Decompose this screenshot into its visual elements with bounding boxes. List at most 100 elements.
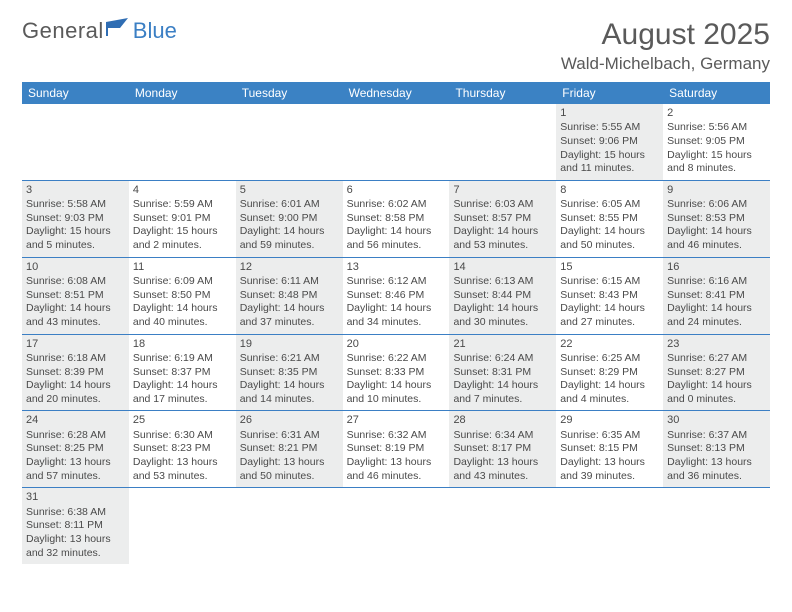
daylight2-text: and 53 minutes. [453,239,552,253]
daylight1-text: Daylight: 14 hours [667,302,766,316]
calendar-week: 31Sunrise: 6:38 AMSunset: 8:11 PMDayligh… [22,488,770,564]
daylight2-text: and 53 minutes. [133,470,232,484]
sunset-text: Sunset: 9:05 PM [667,135,766,149]
logo-text-2: Blue [133,18,177,44]
sunrise-text: Sunrise: 6:16 AM [667,275,766,289]
day-number: 11 [133,260,232,274]
calendar-cell-empty [449,104,556,180]
day-number: 16 [667,260,766,274]
daylight1-text: Daylight: 15 hours [133,225,232,239]
page-header: General Blue August 2025 Wald-Michelbach… [22,18,770,74]
day-number: 17 [26,337,125,351]
sunrise-text: Sunrise: 6:08 AM [26,275,125,289]
day-number: 29 [560,413,659,427]
calendar-cell: 29Sunrise: 6:35 AMSunset: 8:15 PMDayligh… [556,411,663,487]
calendar-cell: 14Sunrise: 6:13 AMSunset: 8:44 PMDayligh… [449,258,556,334]
calendar-cell: 24Sunrise: 6:28 AMSunset: 8:25 PMDayligh… [22,411,129,487]
sunrise-text: Sunrise: 6:24 AM [453,352,552,366]
daylight1-text: Daylight: 14 hours [560,379,659,393]
calendar-cell-empty [449,488,556,564]
calendar-cell-empty [129,104,236,180]
daylight1-text: Daylight: 14 hours [240,302,339,316]
day-header-cell: Wednesday [343,82,450,104]
daylight2-text: and 56 minutes. [347,239,446,253]
sunrise-text: Sunrise: 6:22 AM [347,352,446,366]
sunrise-text: Sunrise: 6:13 AM [453,275,552,289]
sunrise-text: Sunrise: 6:05 AM [560,198,659,212]
calendar-cell: 6Sunrise: 6:02 AMSunset: 8:58 PMDaylight… [343,181,450,257]
sunset-text: Sunset: 8:46 PM [347,289,446,303]
calendar-cell: 30Sunrise: 6:37 AMSunset: 8:13 PMDayligh… [663,411,770,487]
logo-flag-icon [106,16,132,42]
daylight1-text: Daylight: 13 hours [560,456,659,470]
calendar-cell: 1Sunrise: 5:55 AMSunset: 9:06 PMDaylight… [556,104,663,180]
day-header-cell: Tuesday [236,82,343,104]
day-number: 23 [667,337,766,351]
sunset-text: Sunset: 8:43 PM [560,289,659,303]
calendar-cell: 27Sunrise: 6:32 AMSunset: 8:19 PMDayligh… [343,411,450,487]
sunrise-text: Sunrise: 5:56 AM [667,121,766,135]
day-number: 25 [133,413,232,427]
calendar-cell-empty [343,488,450,564]
sunrise-text: Sunrise: 6:28 AM [26,429,125,443]
day-number: 31 [26,490,125,504]
day-number: 3 [26,183,125,197]
day-number: 22 [560,337,659,351]
calendar-cell: 20Sunrise: 6:22 AMSunset: 8:33 PMDayligh… [343,335,450,411]
daylight1-text: Daylight: 13 hours [133,456,232,470]
sunset-text: Sunset: 8:39 PM [26,366,125,380]
title-block: August 2025 Wald-Michelbach, Germany [561,18,770,74]
calendar-cell: 25Sunrise: 6:30 AMSunset: 8:23 PMDayligh… [129,411,236,487]
daylight2-text: and 59 minutes. [240,239,339,253]
calendar-cell-empty [129,488,236,564]
daylight1-text: Daylight: 14 hours [560,302,659,316]
sunset-text: Sunset: 8:37 PM [133,366,232,380]
calendar: SundayMondayTuesdayWednesdayThursdayFrid… [22,82,770,564]
sunset-text: Sunset: 8:21 PM [240,442,339,456]
sunrise-text: Sunrise: 6:25 AM [560,352,659,366]
sunrise-text: Sunrise: 6:18 AM [26,352,125,366]
daylight2-text: and 4 minutes. [560,393,659,407]
calendar-cell: 2Sunrise: 5:56 AMSunset: 9:05 PMDaylight… [663,104,770,180]
sunrise-text: Sunrise: 5:59 AM [133,198,232,212]
daylight1-text: Daylight: 14 hours [26,302,125,316]
calendar-week: 17Sunrise: 6:18 AMSunset: 8:39 PM Dayligh… [22,335,770,412]
daylight2-text: and 17 minutes. [133,393,232,407]
sunrise-text: Sunrise: 6:09 AM [133,275,232,289]
calendar-cell: 12Sunrise: 6:11 AMSunset: 8:48 PMDayligh… [236,258,343,334]
daylight2-text: and 43 minutes. [26,316,125,330]
day-number: 9 [667,183,766,197]
sunrise-text: Sunrise: 6:32 AM [347,429,446,443]
sunrise-text: Sunrise: 6:01 AM [240,198,339,212]
day-number: 10 [26,260,125,274]
logo: General Blue [22,18,177,44]
sunset-text: Sunset: 8:48 PM [240,289,339,303]
day-number: 19 [240,337,339,351]
calendar-cell-empty [556,488,663,564]
calendar-cell: 15Sunrise: 6:15 AMSunset: 8:43 PMDayligh… [556,258,663,334]
daylight1-text: Daylight: 14 hours [347,302,446,316]
calendar-cell: 4Sunrise: 5:59 AMSunset: 9:01 PMDaylight… [129,181,236,257]
sunset-text: Sunset: 8:15 PM [560,442,659,456]
calendar-cell-empty [663,488,770,564]
daylight1-text: Daylight: 13 hours [667,456,766,470]
calendar-cell: 11Sunrise: 6:09 AMSunset: 8:50 PMDayligh… [129,258,236,334]
daylight2-text: and 11 minutes. [560,162,659,176]
daylight1-text: Daylight: 15 hours [26,225,125,239]
day-number: 18 [133,337,232,351]
day-number: 8 [560,183,659,197]
daylight1-text: Daylight: 15 hours [560,149,659,163]
day-number: 15 [560,260,659,274]
day-number: 13 [347,260,446,274]
sunset-text: Sunset: 9:00 PM [240,212,339,226]
daylight2-text: and 46 minutes. [667,239,766,253]
sunrise-text: Sunrise: 6:06 AM [667,198,766,212]
daylight2-text: and 24 minutes. [667,316,766,330]
sunrise-text: Sunrise: 6:03 AM [453,198,552,212]
daylight2-text: and 7 minutes. [453,393,552,407]
calendar-cell-empty [343,104,450,180]
calendar-cell: 21Sunrise: 6:24 AMSunset: 8:31 PMDayligh… [449,335,556,411]
day-number: 27 [347,413,446,427]
sunrise-text: Sunrise: 6:27 AM [667,352,766,366]
sunset-text: Sunset: 9:06 PM [560,135,659,149]
